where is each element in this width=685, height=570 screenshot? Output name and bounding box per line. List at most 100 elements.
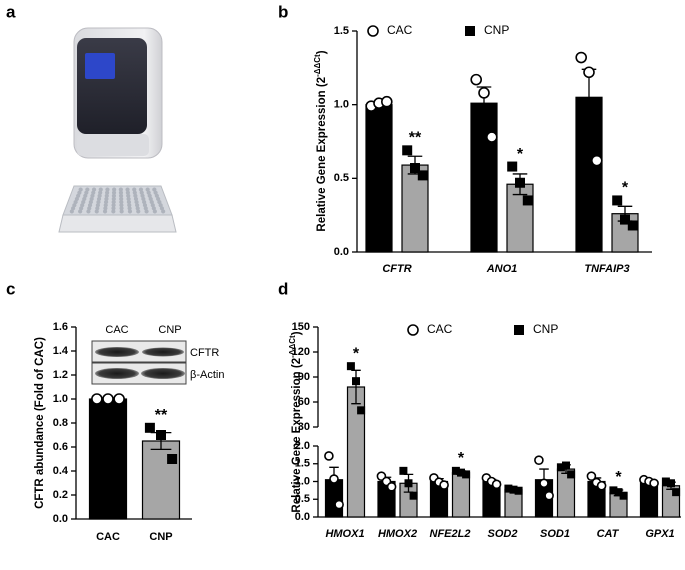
bar: [470, 102, 498, 253]
well: [95, 203, 100, 208]
well: [102, 209, 108, 214]
y-axis-label-part: Relative Gene Expression (2: [316, 77, 328, 232]
legend-marker: [367, 25, 379, 37]
well: [105, 190, 110, 195]
data-point: [399, 466, 408, 475]
bar: [141, 440, 181, 520]
significance: **: [409, 130, 422, 147]
data-point: [386, 482, 397, 492]
panel-label: d: [278, 279, 288, 298]
legend-label: CAC: [387, 23, 413, 37]
bar: [451, 472, 471, 518]
well: [111, 203, 116, 208]
well: [118, 187, 123, 192]
data-point: [515, 177, 525, 188]
data-point: [567, 470, 576, 479]
y-tick-label: 90: [298, 371, 310, 383]
band-label: β-Actin: [190, 369, 224, 381]
data-point: [485, 131, 498, 143]
data-point: [612, 195, 623, 206]
data-point: [544, 490, 554, 501]
well: [133, 196, 139, 202]
well: [111, 199, 116, 205]
well: [111, 193, 117, 198]
x-tick-label: HMOX1: [325, 528, 364, 540]
y-tick-label: 0.2: [53, 489, 68, 501]
data-point: [404, 479, 413, 488]
x-tick-label: CAC: [96, 531, 120, 543]
x-tick-label: GPX1: [645, 528, 674, 540]
data-point: [417, 170, 428, 181]
y-tick-label: 1.4: [53, 345, 69, 357]
well: [144, 209, 149, 214]
data-point: [156, 430, 166, 440]
data-point: [649, 478, 659, 489]
significance: **: [155, 407, 168, 424]
well: [126, 193, 131, 198]
well: [111, 206, 116, 211]
y-tick-label: 1.5: [295, 458, 310, 470]
well: [105, 187, 110, 192]
data-point: [556, 463, 565, 472]
y-axis-label-part: -ΔΔCt: [313, 54, 322, 77]
panel-label: c: [6, 279, 15, 298]
x-tick-label: TNFAIP3: [584, 263, 629, 275]
data-point: [596, 480, 607, 491]
significance: *: [517, 146, 524, 163]
lane-label: CAC: [105, 324, 128, 336]
data-point: [619, 491, 628, 500]
y-tick-label: 60: [298, 396, 310, 408]
y-tick-label: 0.5: [295, 493, 310, 505]
x-tick-label: SOD2: [488, 528, 518, 540]
well: [136, 209, 141, 214]
data-point: [672, 488, 681, 497]
blot-band: [141, 368, 185, 379]
data-point: [167, 454, 178, 464]
legend-marker: [465, 26, 475, 36]
well: [119, 206, 124, 211]
qpcr-machine: [73, 27, 163, 159]
y-axis-label: Relative Gene Expression (2-ΔΔCt): [288, 331, 303, 512]
well: [98, 190, 103, 195]
data-point: [534, 455, 544, 466]
well: [119, 209, 124, 214]
well: [161, 209, 166, 214]
well: [135, 206, 140, 211]
y-tick-label: 30: [298, 421, 310, 433]
well: [132, 187, 137, 192]
well: [132, 190, 137, 195]
well: [126, 196, 131, 202]
significance: *: [615, 469, 622, 486]
legend-marker: [514, 325, 524, 335]
y-tick-label: 0.0: [334, 246, 349, 258]
y-tick-label: 1.2: [53, 369, 68, 381]
data-point: [539, 478, 549, 489]
data-point: [91, 393, 103, 405]
data-point: [661, 477, 670, 486]
y-axis-label: Relative Gene Expression (2-ΔΔCt): [313, 50, 328, 231]
blot-band: [142, 347, 184, 357]
well: [125, 187, 130, 192]
y-tick-label: 0.8: [53, 417, 68, 429]
well: [127, 209, 133, 214]
well: [152, 209, 157, 214]
y-axis-label: CFTR abundance (Fold of CAC): [34, 337, 46, 509]
well: [98, 187, 103, 192]
well: [103, 199, 109, 205]
machine-front: [77, 38, 147, 134]
data-point: [457, 468, 465, 477]
y-tick-label: 1.0: [295, 475, 310, 487]
data-point: [352, 377, 360, 386]
data-point: [113, 393, 125, 405]
well: [95, 206, 100, 211]
well: [111, 196, 116, 202]
data-point: [346, 362, 355, 371]
blot-band: [95, 347, 139, 357]
y-axis-label-part: ): [291, 331, 303, 335]
legend-label: CNP: [533, 322, 558, 336]
well: [119, 203, 124, 208]
data-point: [575, 51, 588, 64]
bar: [88, 398, 128, 520]
data-point: [357, 406, 366, 415]
